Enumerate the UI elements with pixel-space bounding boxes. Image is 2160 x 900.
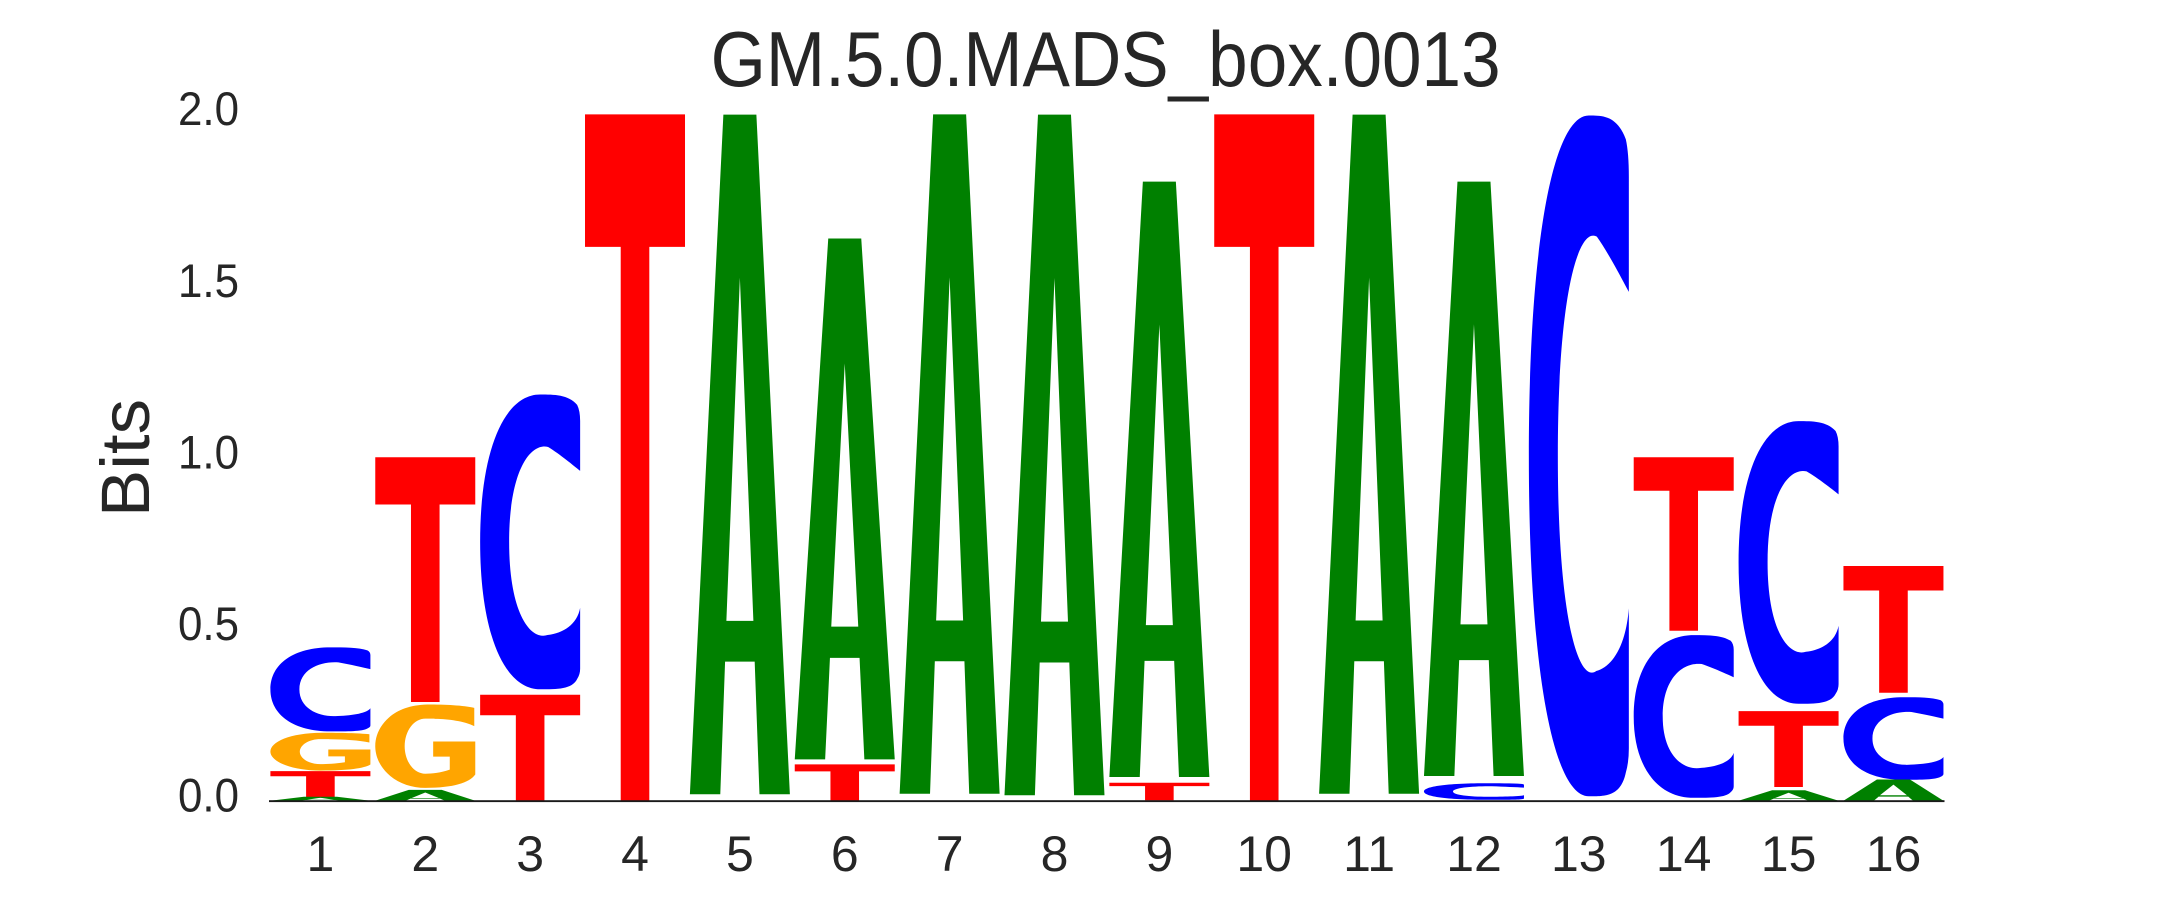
svg-text:9: 9 <box>1145 826 1173 882</box>
svg-text:8: 8 <box>1041 826 1069 882</box>
svg-text:0.0: 0.0 <box>178 769 239 822</box>
svg-text:15: 15 <box>1761 826 1817 882</box>
svg-text:1.0: 1.0 <box>178 426 239 479</box>
svg-text:1: 1 <box>306 826 334 882</box>
svg-text:4: 4 <box>621 826 649 882</box>
svg-text:13: 13 <box>1551 826 1607 882</box>
svg-text:14: 14 <box>1656 826 1712 882</box>
svg-text:2.0: 2.0 <box>178 82 239 135</box>
svg-text:10: 10 <box>1236 826 1292 882</box>
svg-text:GM.5.0.MADS_box.0013: GM.5.0.MADS_box.0013 <box>711 15 1501 103</box>
svg-text:3: 3 <box>516 826 544 882</box>
svg-text:1.5: 1.5 <box>178 254 239 307</box>
svg-text:5: 5 <box>726 826 754 882</box>
svg-text:11: 11 <box>1343 826 1395 882</box>
svg-text:2: 2 <box>411 826 439 882</box>
svg-text:12: 12 <box>1446 826 1502 882</box>
svg-text:6: 6 <box>831 826 859 882</box>
svg-text:16: 16 <box>1866 826 1922 882</box>
svg-text:0.5: 0.5 <box>178 597 239 650</box>
svg-text:Bits: Bits <box>87 399 164 517</box>
svg-text:7: 7 <box>936 826 964 882</box>
